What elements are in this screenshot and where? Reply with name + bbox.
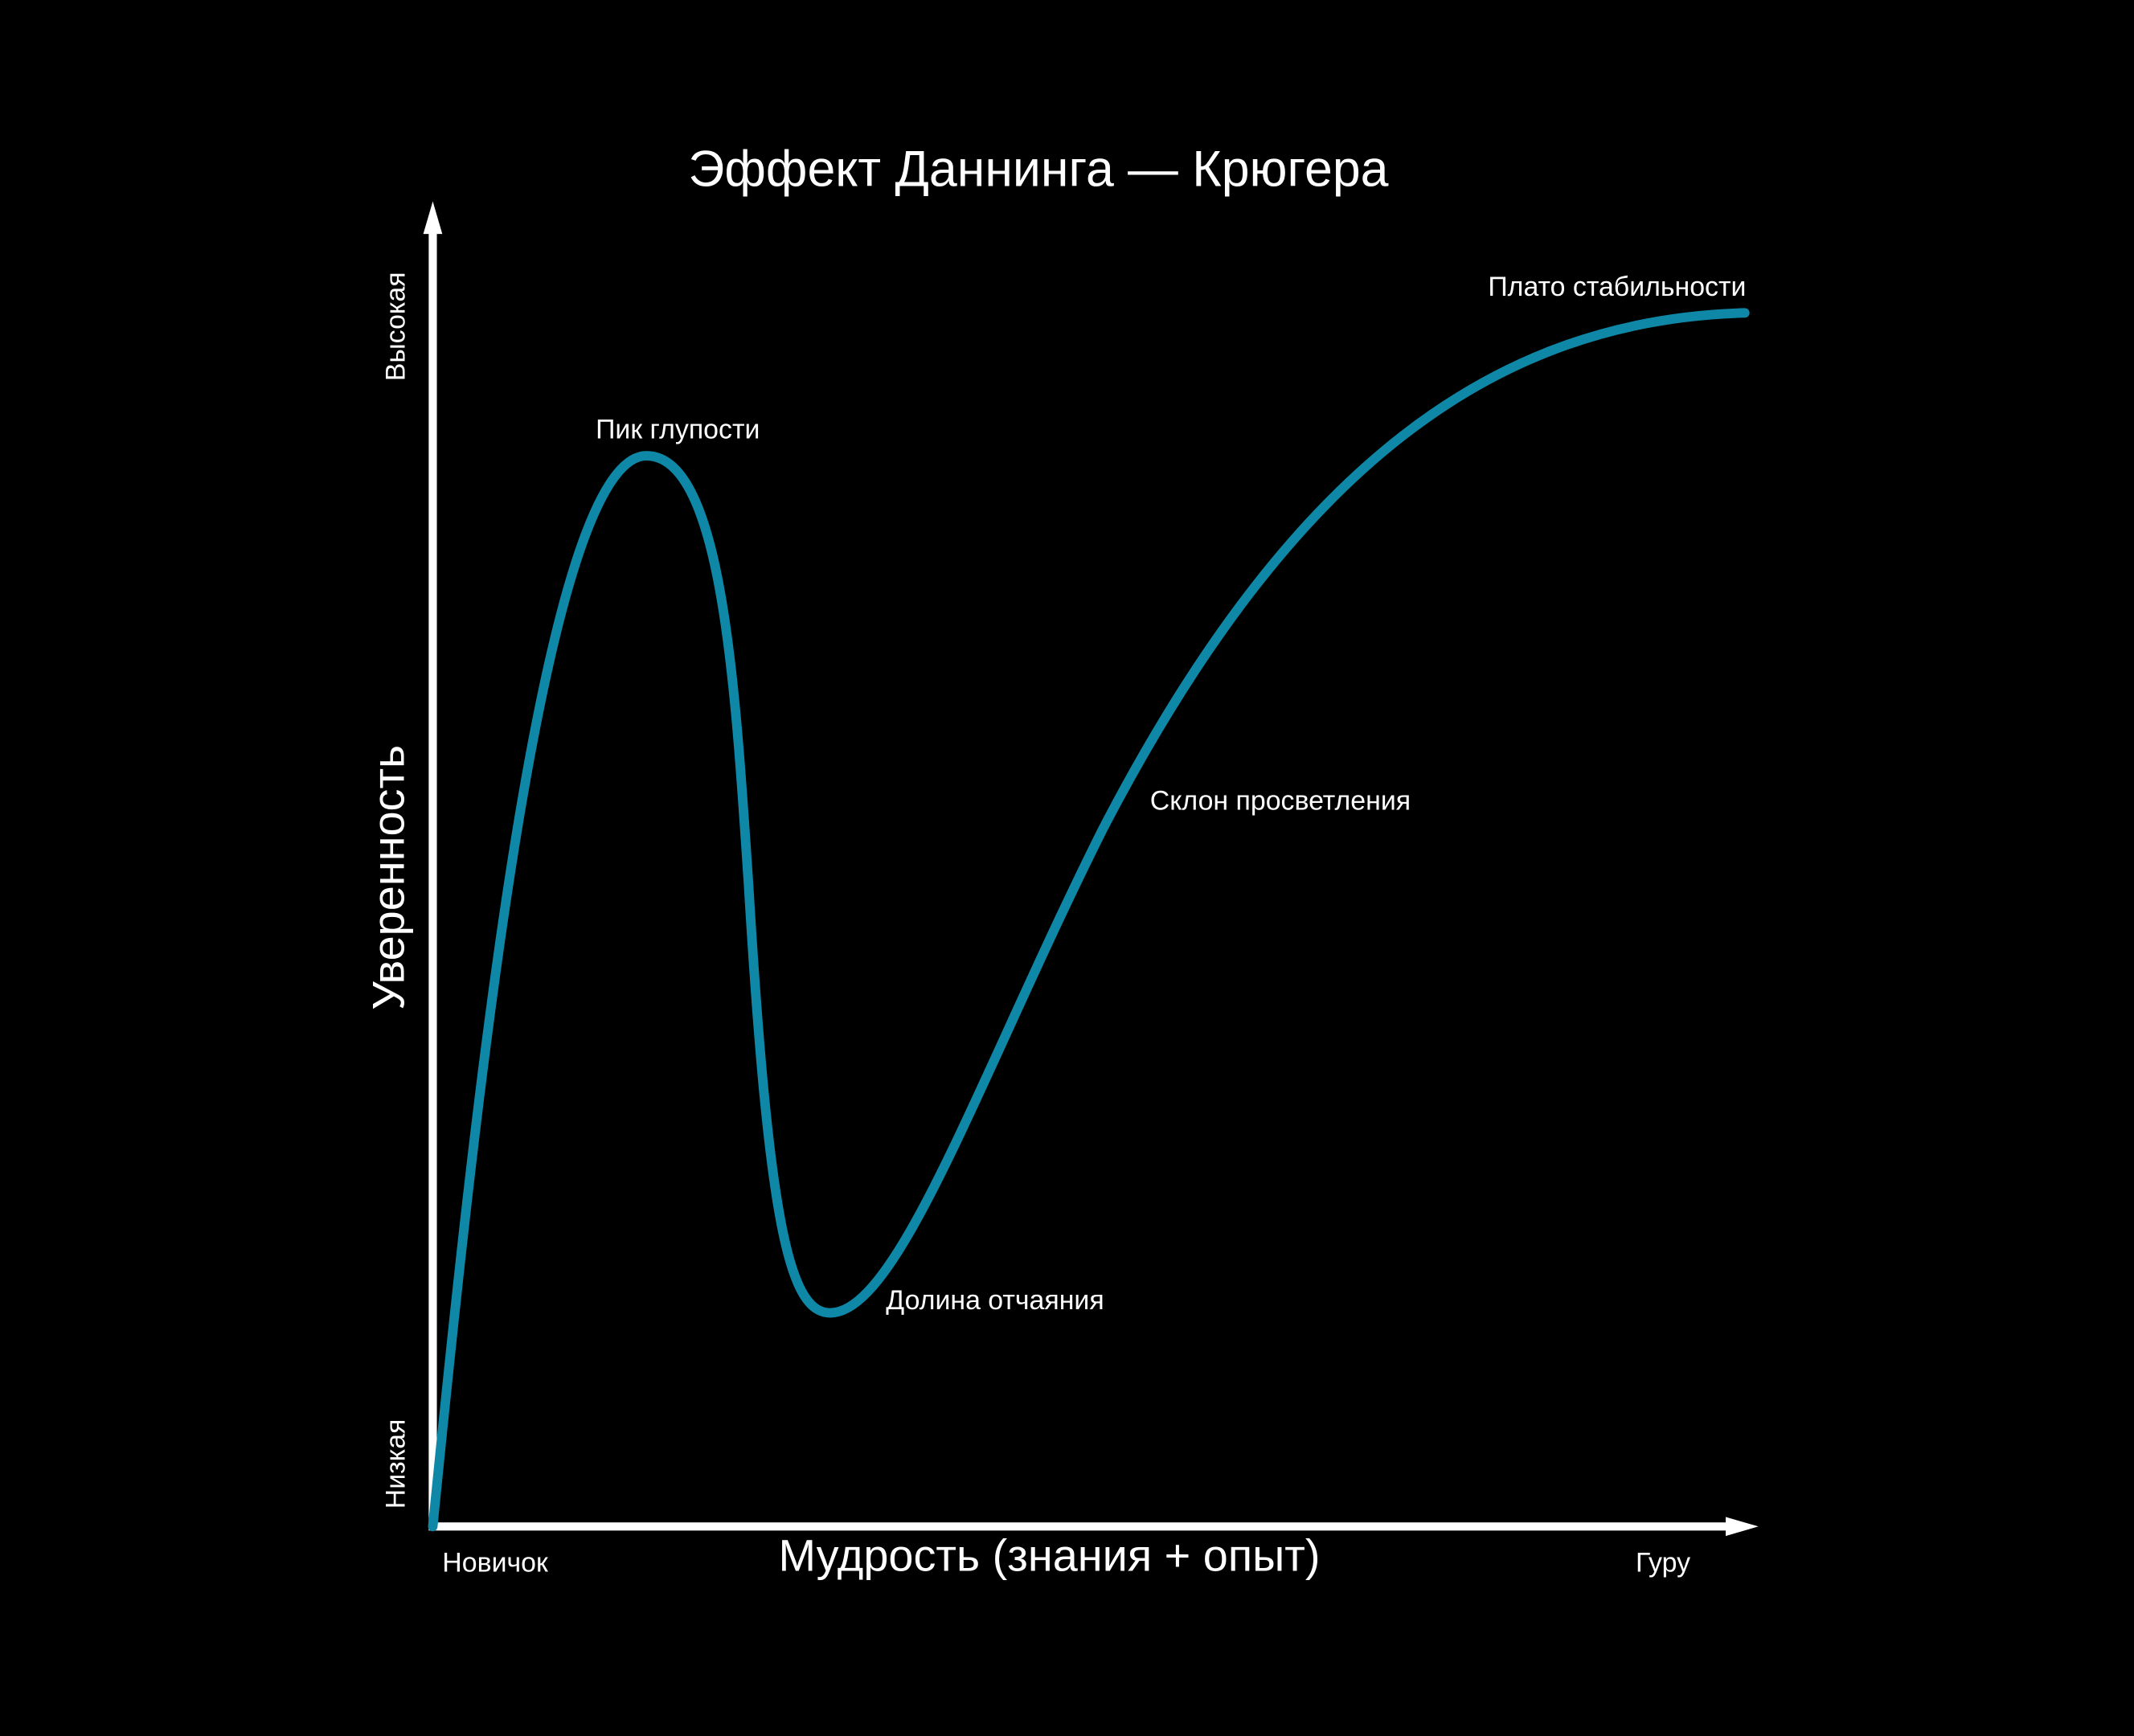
x-low-label: Новичок (442, 1548, 548, 1578)
y-high-label: Высокая (380, 272, 411, 381)
annotation: Пик глупости (596, 415, 760, 445)
x-arrow (1726, 1517, 1759, 1537)
x-axis-label: Мудрость (знания + опыт) (779, 1530, 1321, 1581)
x-high-label: Гуру (1636, 1548, 1690, 1578)
title: Эффект Даннинга — Крюгера (688, 141, 1388, 198)
annotation: Долина отчаяния (886, 1285, 1104, 1316)
confidence-curve (428, 308, 1750, 1532)
y-axis-label: Уверенность (362, 745, 413, 1010)
annotation: Склон просветления (1150, 786, 1411, 817)
y-arrow (423, 201, 443, 235)
y-low-label: Низкая (380, 1419, 411, 1509)
annotation: Плато стабильности (1488, 272, 1746, 302)
